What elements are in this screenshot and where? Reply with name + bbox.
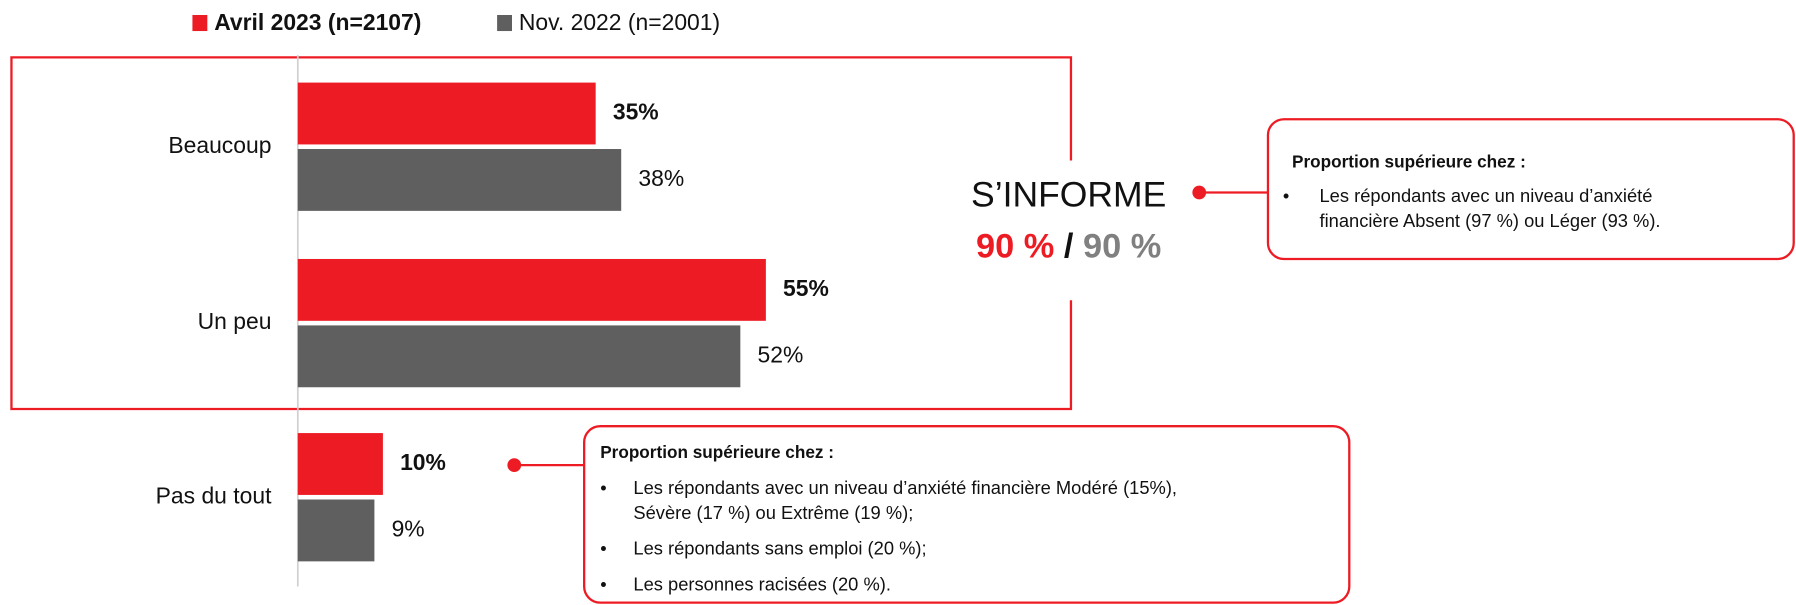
callout-text: Les répondants avec un niveau d’anxiété … [633,477,1177,498]
bar [297,433,383,495]
category-label: Un peu [198,308,272,334]
score-b: 90 % [1083,228,1161,266]
callout-title: Proportion supérieure chez : [600,442,834,462]
legend-swatch [497,15,512,32]
bar [297,325,741,388]
callout-box [1266,118,1795,261]
callout-title: Proportion supérieure chez : [1292,151,1526,171]
category-label: Beaucoup [168,132,271,158]
value-label: 35% [613,99,659,125]
callout-text: Les répondants avec un niveau d’anxiété [1320,185,1653,206]
legend-swatch [192,15,208,32]
group-label: S’INFORME [971,174,1166,214]
bar [297,149,622,211]
bullet: • [600,477,606,498]
bullet: • [600,538,606,559]
legend-label: Nov. 2022 (n=2001) [519,9,720,35]
callout-text: Sévère (17 %) ou Extrême (19 %); [633,502,913,523]
legend-label: Avril 2023 (n=2107) [214,9,421,35]
frame-path [10,56,1073,411]
callout-text: financière Absent (97 %) ou Léger (93 %)… [1320,210,1661,231]
bar [297,82,596,145]
value-label: 38% [638,165,684,191]
value-label: 52% [758,341,804,367]
bullet: • [1283,185,1289,206]
score-a: 90 % [976,228,1054,266]
category-label: Pas du tout [156,482,272,508]
bullet: • [600,573,606,594]
value-label: 9% [392,515,425,541]
bar [297,258,766,321]
callout-text: Les personnes racisées (20 %). [633,573,891,594]
callout-text: Les répondants sans emploi (20 %); [633,538,926,559]
value-label: 10% [400,449,446,475]
callout-box [583,425,1351,604]
separator: / [1064,228,1074,266]
group-frame [10,56,1073,411]
bar [297,499,375,562]
scores: 90 % / 90 % [976,228,1161,266]
value-label: 55% [783,275,829,301]
